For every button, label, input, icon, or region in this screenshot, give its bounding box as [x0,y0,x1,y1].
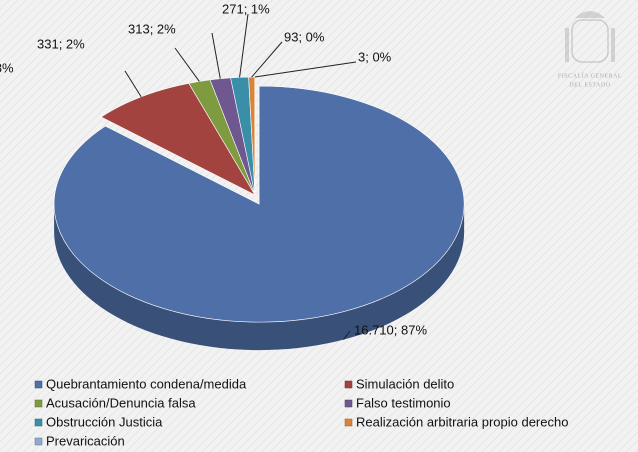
watermark: DEL ESTADO [569,82,610,88]
legend-label: Acusación/Denuncia falsa [46,395,196,410]
data-label: 271; 1% [222,1,270,16]
leader-line [239,13,249,78]
legend-swatch [34,418,43,427]
legend-swatch [34,380,43,389]
slice [100,82,256,196]
leader-line [254,61,357,78]
legend-swatch [344,399,353,408]
leader-line [174,47,200,82]
legend-swatch [34,399,43,408]
slice-side [54,204,465,351]
legend-swatch [34,437,43,446]
data-label: 331; 2% [37,36,85,51]
legend-label: Quebrantamiento condena/medida [46,376,247,391]
legend-label: Simulación delito [356,376,454,391]
leader-line [124,70,142,98]
leader-line [343,330,351,340]
leader-line [211,32,221,79]
legend-label: Falso testimonio [356,395,451,410]
legend-swatch [344,380,353,389]
data-label: 93; 0% [284,29,325,44]
data-label: 16.710; 87% [354,322,427,337]
leader-line [251,41,283,78]
watermark: FISCALÍA GENERAL [558,71,622,79]
data-label: 313; 2% [128,21,176,36]
legend-label: Realización arbitraria propio derecho [356,414,568,429]
data-label: 1.597; 8% [0,60,14,75]
legend-label: Obstrucción Justicia [46,414,163,429]
legend-label: Prevaricación [46,433,125,448]
slice [53,85,465,323]
legend-swatch [344,418,353,427]
data-label: 3; 0% [358,49,392,64]
emblem [565,11,615,63]
